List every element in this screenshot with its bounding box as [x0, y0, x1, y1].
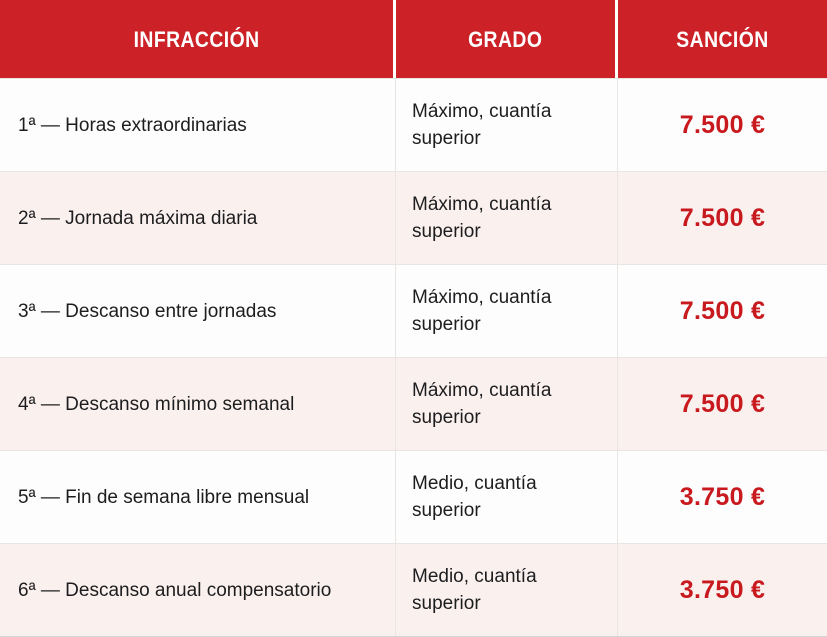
table-row-2: 2ª — Jornada máxima diaria Máximo, cuant…	[0, 171, 827, 264]
cell-grado: Medio, cuantía superior	[396, 450, 618, 543]
cell-sancion: 3.750 €	[618, 450, 827, 543]
header-cell-infraccion: INFRACCIÓN	[0, 0, 396, 78]
table-row-5: 5ª — Fin de semana libre mensual Medio, …	[0, 450, 827, 543]
cell-sancion: 7.500 €	[618, 357, 827, 450]
cell-grado: Máximo, cuantía superior	[396, 264, 618, 357]
cell-sancion: 3.750 €	[618, 543, 827, 636]
cell-infraccion: 2ª — Jornada máxima diaria	[0, 171, 396, 264]
table-row-6: 6ª — Descanso anual compensatorio Medio,…	[0, 543, 827, 636]
header-cell-sancion: SANCIÓN	[618, 0, 827, 78]
cell-sancion: 7.500 €	[618, 78, 827, 171]
cell-infraccion: 1ª — Horas extraordinarias	[0, 78, 396, 171]
header-label-sancion: SANCIÓN	[676, 26, 769, 52]
table-header-row: INFRACCIÓN GRADO SANCIÓN	[0, 0, 827, 78]
cell-infraccion: 6ª — Descanso anual compensatorio	[0, 543, 396, 636]
cell-grado: Medio, cuantía superior	[396, 543, 618, 636]
table-row-4: 4ª — Descanso mínimo semanal Máximo, cua…	[0, 357, 827, 450]
cell-grado: Máximo, cuantía superior	[396, 357, 618, 450]
cell-sancion: 7.500 €	[618, 264, 827, 357]
cell-infraccion: 3ª — Descanso entre jornadas	[0, 264, 396, 357]
header-cell-grado: GRADO	[396, 0, 618, 78]
cell-grado: Máximo, cuantía superior	[396, 171, 618, 264]
cell-infraccion: 5ª — Fin de semana libre mensual	[0, 450, 396, 543]
cell-grado: Máximo, cuantía superior	[396, 78, 618, 171]
header-label-infraccion: INFRACCIÓN	[133, 26, 260, 52]
table-row-3: 3ª — Descanso entre jornadas Máximo, cua…	[0, 264, 827, 357]
cell-infraccion: 4ª — Descanso mínimo semanal	[0, 357, 396, 450]
table-row-1: 1ª — Horas extraordinarias Máximo, cuant…	[0, 78, 827, 171]
cell-sancion: 7.500 €	[618, 171, 827, 264]
header-label-grado: GRADO	[468, 26, 543, 52]
